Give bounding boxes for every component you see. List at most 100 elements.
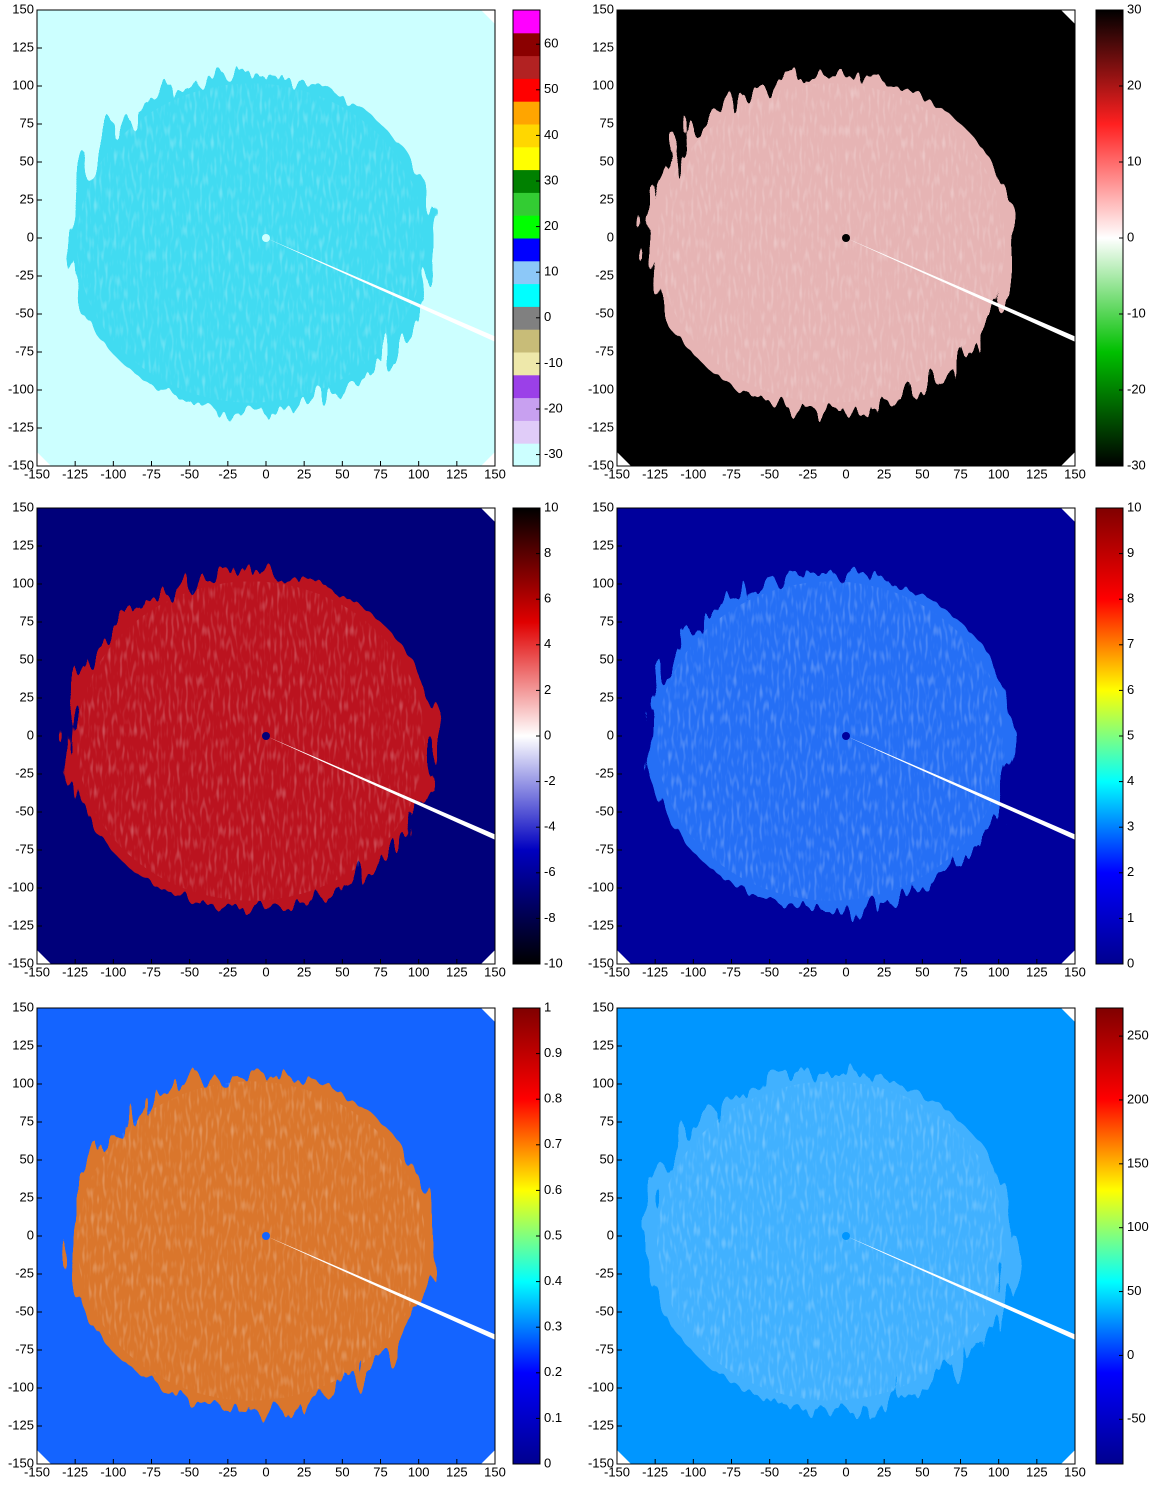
plot-area bbox=[617, 10, 1154, 466]
x-tick-label: 25 bbox=[297, 1464, 311, 1479]
colorbar-tick-label: 7 bbox=[1127, 636, 1134, 651]
echo-speckle bbox=[657, 581, 1005, 900]
colorbar-tick-label: 0.9 bbox=[544, 1045, 562, 1060]
x-tick-label: 0 bbox=[842, 466, 849, 481]
x-tick-label: -25 bbox=[798, 466, 817, 481]
colorbar-tick-label: -8 bbox=[544, 910, 556, 925]
y-tick-label: 75 bbox=[20, 1113, 34, 1128]
plot-area bbox=[37, 1008, 685, 1464]
colorbar-swatch bbox=[513, 398, 540, 421]
colorbar-tick-label: 9 bbox=[1127, 545, 1134, 560]
colorbar-tick-label: 0 bbox=[544, 309, 551, 324]
x-tick-label: 100 bbox=[988, 964, 1010, 979]
x-tick-label: 75 bbox=[373, 964, 387, 979]
x-tick-label: 0 bbox=[842, 1464, 849, 1479]
colorbar-tick-label: 3 bbox=[1127, 819, 1134, 834]
x-tick-label: -100 bbox=[100, 964, 126, 979]
y-tick-label: -75 bbox=[15, 1341, 34, 1356]
colorbar-tick-label: 0.3 bbox=[544, 1319, 562, 1334]
echo-speckle bbox=[657, 1081, 1005, 1400]
colorbar bbox=[513, 1008, 540, 1464]
y-tick-label: -150 bbox=[588, 457, 614, 472]
x-tick-label: 125 bbox=[1026, 964, 1048, 979]
y-tick-label: -150 bbox=[8, 955, 34, 970]
y-tick-label: -100 bbox=[8, 1379, 34, 1394]
x-tick-label: 50 bbox=[335, 466, 349, 481]
colorbar-tick-label: 0.4 bbox=[544, 1273, 562, 1288]
colorbar-tick-label: 0.8 bbox=[544, 1091, 562, 1106]
y-tick-label: 100 bbox=[12, 575, 34, 590]
y-tick-label: 50 bbox=[600, 153, 614, 168]
y-tick-label: 150 bbox=[592, 499, 614, 514]
x-tick-label: 50 bbox=[915, 1464, 929, 1479]
colorbar-tick-label: 0.2 bbox=[544, 1364, 562, 1379]
y-tick-label: 100 bbox=[592, 1075, 614, 1090]
x-tick-label: -25 bbox=[218, 964, 237, 979]
y-tick-label: -150 bbox=[588, 1455, 614, 1470]
radar-site bbox=[842, 234, 850, 242]
colorbar-tick-label: 10 bbox=[1127, 499, 1141, 514]
colorbar-tick-label: 0 bbox=[1127, 229, 1134, 244]
colorbar-tick-label: 50 bbox=[544, 81, 558, 96]
x-tick-label: -75 bbox=[142, 466, 161, 481]
colorbar-tick-label: -20 bbox=[1127, 381, 1146, 396]
y-tick-label: -50 bbox=[595, 803, 614, 818]
colorbar-swatch bbox=[513, 306, 540, 329]
y-tick-label: -50 bbox=[15, 1303, 34, 1318]
colorbar bbox=[1096, 1008, 1123, 1464]
plot-area bbox=[617, 1008, 1154, 1464]
colorbar-tick-label: 250 bbox=[1127, 1028, 1149, 1043]
colorbar-tick-label: 30 bbox=[1127, 1, 1141, 16]
colorbar-tick-label: -4 bbox=[544, 819, 556, 834]
colorbar-tick-label: 100 bbox=[1127, 1219, 1149, 1234]
y-tick-label: -100 bbox=[588, 879, 614, 894]
y-tick-label: -50 bbox=[595, 305, 614, 320]
x-tick-label: 50 bbox=[915, 466, 929, 481]
colorbar-tick-label: 0.7 bbox=[544, 1136, 562, 1151]
x-tick-label: 125 bbox=[446, 466, 468, 481]
colorbar-swatch bbox=[513, 238, 540, 261]
colorbar bbox=[513, 508, 540, 964]
colorbar-tick-label: 10 bbox=[1127, 153, 1141, 168]
y-tick-label: -125 bbox=[588, 1417, 614, 1432]
y-tick-label: -125 bbox=[8, 1417, 34, 1432]
colorbar-tick-label: 2 bbox=[1127, 864, 1134, 879]
y-tick-label: 50 bbox=[20, 153, 34, 168]
colorbar-swatch bbox=[513, 170, 540, 193]
y-tick-label: -150 bbox=[8, 1455, 34, 1470]
colorbar-swatch bbox=[513, 192, 540, 215]
x-tick-label: -50 bbox=[180, 964, 199, 979]
x-tick-label: -25 bbox=[218, 466, 237, 481]
colorbar-tick-label: 0.6 bbox=[544, 1182, 562, 1197]
x-tick-label: 75 bbox=[953, 1464, 967, 1479]
colorbar-tick-label: 8 bbox=[544, 545, 551, 560]
x-tick-label: 125 bbox=[446, 1464, 468, 1479]
colorbar-tick-label: 60 bbox=[544, 36, 558, 51]
colorbar-swatch bbox=[513, 375, 540, 398]
colorbar bbox=[1096, 10, 1123, 466]
y-tick-label: -75 bbox=[595, 841, 614, 856]
y-tick-label: -125 bbox=[8, 419, 34, 434]
x-tick-label: 100 bbox=[988, 466, 1010, 481]
colorbar-tick-label: 6 bbox=[1127, 682, 1134, 697]
y-tick-label: -25 bbox=[15, 1265, 34, 1280]
y-tick-label: 75 bbox=[600, 613, 614, 628]
y-tick-label: 150 bbox=[592, 1, 614, 16]
x-tick-label: -50 bbox=[760, 964, 779, 979]
x-tick-label: 150 bbox=[484, 964, 506, 979]
y-tick-label: 25 bbox=[20, 191, 34, 206]
y-tick-label: -25 bbox=[595, 765, 614, 780]
y-tick-label: -75 bbox=[15, 343, 34, 358]
echo-speckle bbox=[77, 83, 425, 402]
y-tick-label: 100 bbox=[12, 1075, 34, 1090]
y-tick-label: 0 bbox=[607, 229, 614, 244]
y-tick-label: 150 bbox=[12, 499, 34, 514]
y-tick-label: 125 bbox=[12, 39, 34, 54]
colorbar-tick-label: 20 bbox=[544, 218, 558, 233]
x-tick-label: 75 bbox=[953, 466, 967, 481]
x-tick-label: 150 bbox=[1064, 466, 1086, 481]
x-tick-label: -75 bbox=[142, 1464, 161, 1479]
x-tick-label: -50 bbox=[760, 1464, 779, 1479]
y-tick-label: 25 bbox=[600, 191, 614, 206]
y-tick-label: 25 bbox=[20, 689, 34, 704]
